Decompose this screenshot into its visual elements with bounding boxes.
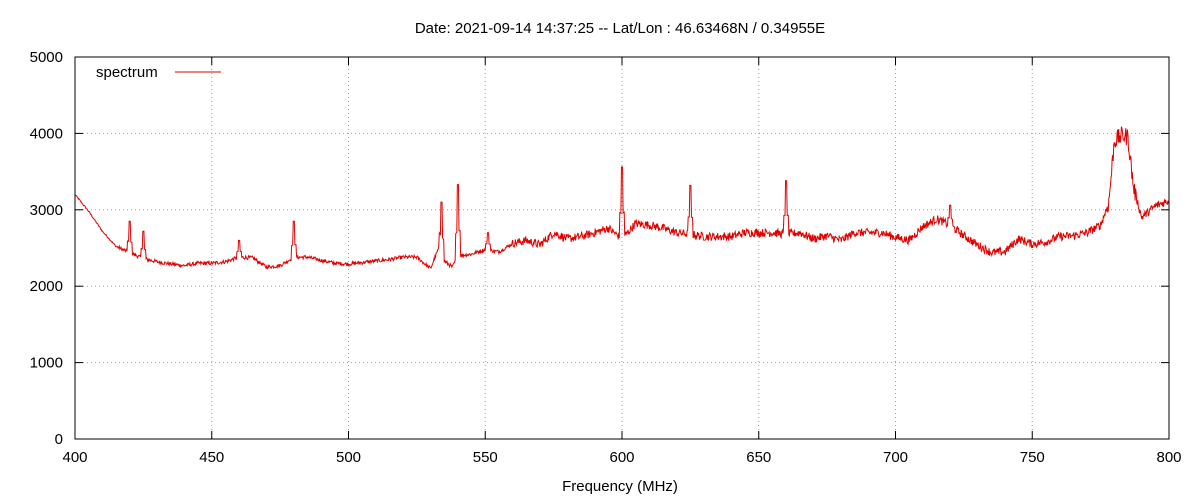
- y-tick-label: 5000: [30, 49, 63, 66]
- x-tick-label: 800: [1156, 449, 1181, 466]
- chart-title: Date: 2021-09-14 14:37:25 -- Lat/Lon : 4…: [415, 20, 825, 37]
- y-tick-label: 2000: [30, 278, 63, 295]
- y-tick-label: 3000: [30, 202, 63, 219]
- y-tick-label: 0: [55, 431, 63, 448]
- plot-frame: [74, 56, 1170, 440]
- x-tick-label: 750: [1020, 449, 1045, 466]
- y-tick-label: 4000: [30, 125, 63, 142]
- series-layer: [74, 126, 1170, 270]
- x-tick-label: 500: [336, 449, 361, 466]
- grid-lines: [75, 57, 1169, 439]
- x-axis-label: Frequency (MHz): [562, 478, 678, 495]
- y-axis-ticks: 0 1000 2000 3000 4000 5000: [30, 49, 1169, 448]
- x-tick-label: 450: [199, 449, 224, 466]
- series-line-spectrum: [74, 126, 1170, 270]
- x-tick-label: 700: [883, 449, 908, 466]
- legend-label-spectrum: spectrum: [96, 64, 158, 81]
- x-axis-ticks: 400 450 500 550 600 650 700 750 800: [62, 57, 1182, 466]
- x-tick-label: 650: [746, 449, 771, 466]
- x-tick-label: 400: [62, 449, 87, 466]
- y-tick-label: 1000: [30, 355, 63, 372]
- x-tick-label: 600: [609, 449, 634, 466]
- x-tick-label: 550: [473, 449, 498, 466]
- legend: spectrum: [96, 64, 221, 81]
